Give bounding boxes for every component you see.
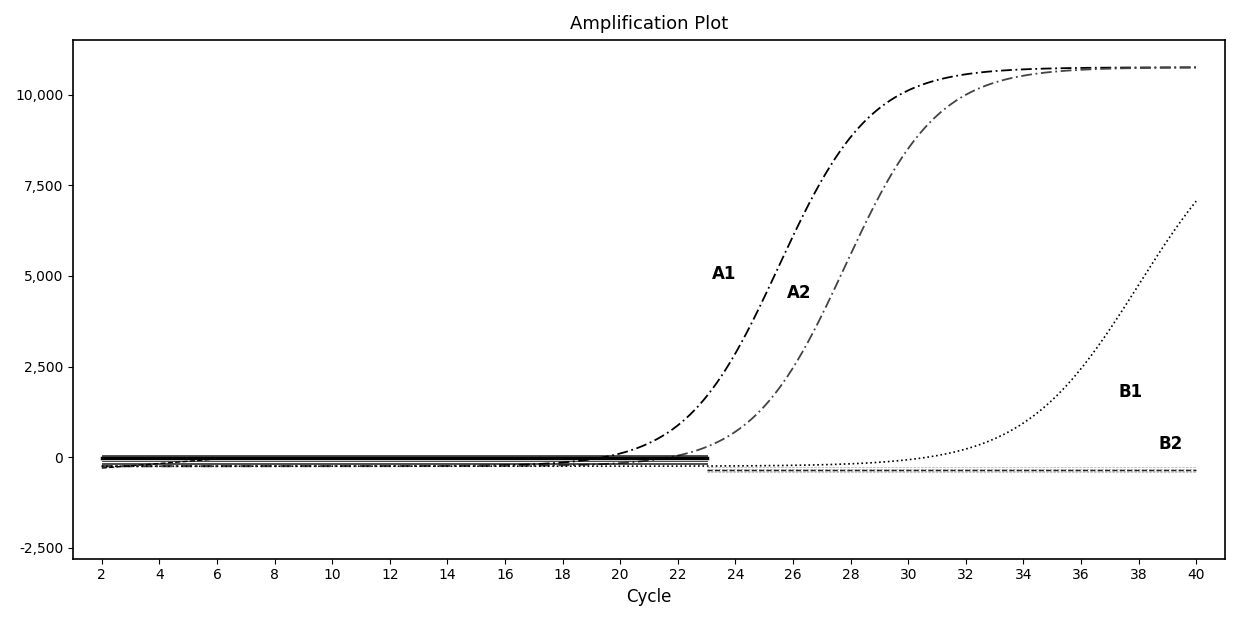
Text: B1: B1: [1118, 383, 1142, 401]
Text: A1: A1: [712, 265, 737, 283]
Title: Amplification Plot: Amplification Plot: [570, 15, 728, 33]
Text: A2: A2: [787, 284, 812, 302]
X-axis label: Cycle: Cycle: [626, 588, 672, 606]
Text: B2: B2: [1158, 435, 1183, 453]
